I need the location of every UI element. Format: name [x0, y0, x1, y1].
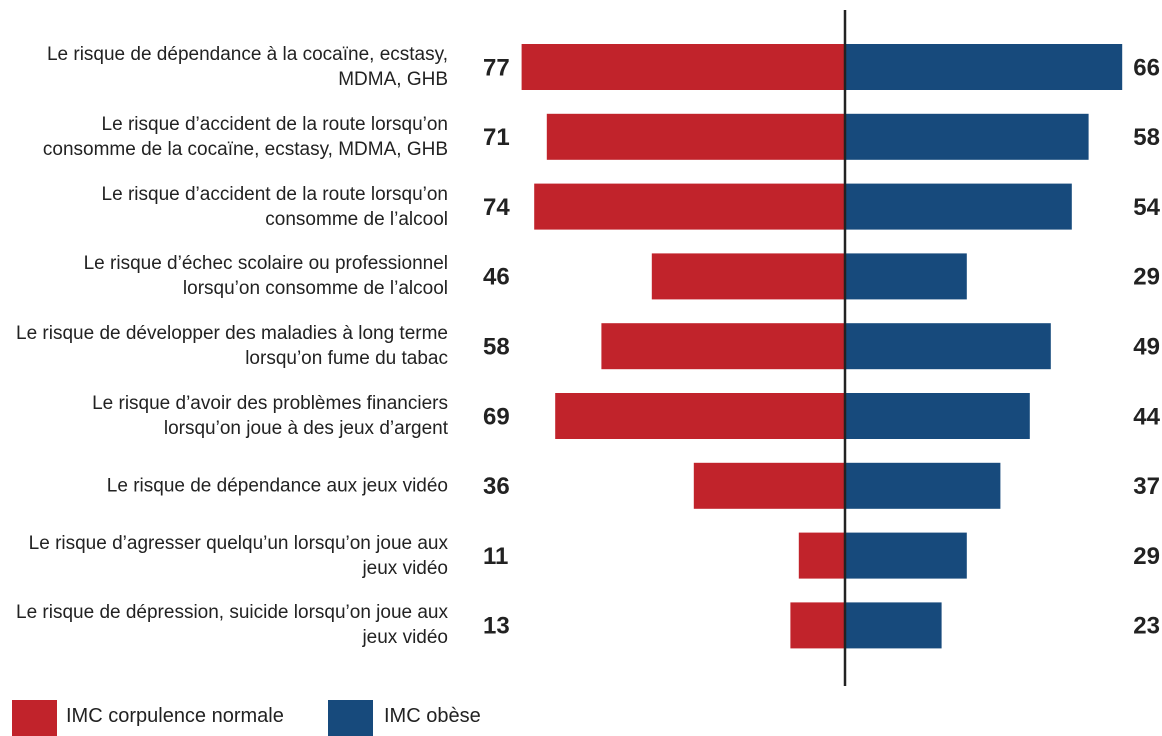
value-label: 13	[483, 613, 510, 640]
category-label: Le risque de dépendance aux jeux vidéo	[106, 475, 448, 497]
value-label: 49	[1133, 334, 1160, 361]
value-label: 23	[1133, 613, 1160, 640]
value-label: 46	[483, 264, 510, 291]
value-label: 71	[483, 124, 510, 151]
legend-swatch	[328, 700, 373, 736]
value-label: 77	[483, 54, 510, 81]
value-label: 29	[1133, 543, 1160, 570]
value-label: 69	[483, 403, 510, 430]
bar	[845, 602, 942, 649]
bar	[845, 183, 1072, 230]
value-label: 44	[1133, 403, 1160, 430]
bar	[845, 113, 1089, 160]
value-label: 74	[483, 194, 510, 221]
category-label: Le risque de dépression, suicide lorsqu’…	[16, 602, 448, 649]
bar	[798, 532, 845, 579]
bar	[845, 323, 1051, 370]
value-label: 58	[483, 334, 510, 361]
bar	[790, 602, 845, 649]
bar	[693, 462, 845, 509]
category-label: Le risque d’accident de la route lorsqu’…	[42, 113, 448, 160]
bar	[651, 253, 845, 300]
bar	[845, 532, 967, 579]
value-label: 54	[1133, 194, 1160, 221]
bar	[534, 183, 845, 230]
bar	[845, 393, 1030, 439]
category-label: Le risque de dépendance à la cocaïne, ec…	[46, 44, 448, 90]
bar	[845, 44, 1123, 90]
value-label: 66	[1133, 54, 1160, 81]
value-label: 36	[483, 473, 510, 500]
value-label: 29	[1133, 264, 1160, 291]
bar	[555, 393, 845, 439]
value-label: 37	[1133, 473, 1160, 500]
legend-swatch	[12, 700, 57, 736]
category-label: Le risque de développer des maladies à l…	[16, 323, 448, 370]
bar	[601, 323, 845, 370]
bar	[845, 253, 967, 300]
value-label: 11	[483, 543, 508, 570]
category-label: Le risque d’échec scolaire ou profession…	[83, 253, 448, 300]
value-label: 58	[1133, 124, 1160, 151]
category-label: Le risque d’avoir des problèmes financie…	[92, 393, 448, 439]
bar	[521, 44, 845, 90]
legend-label: IMC obèse	[384, 705, 481, 727]
category-label: Le risque d’agresser quelqu’un lorsqu’on…	[28, 532, 448, 579]
bar	[845, 462, 1001, 509]
bar	[546, 113, 845, 160]
category-label: Le risque d’accident de la route lorsqu’…	[101, 183, 448, 230]
legend-label: IMC corpulence normale	[66, 705, 284, 727]
